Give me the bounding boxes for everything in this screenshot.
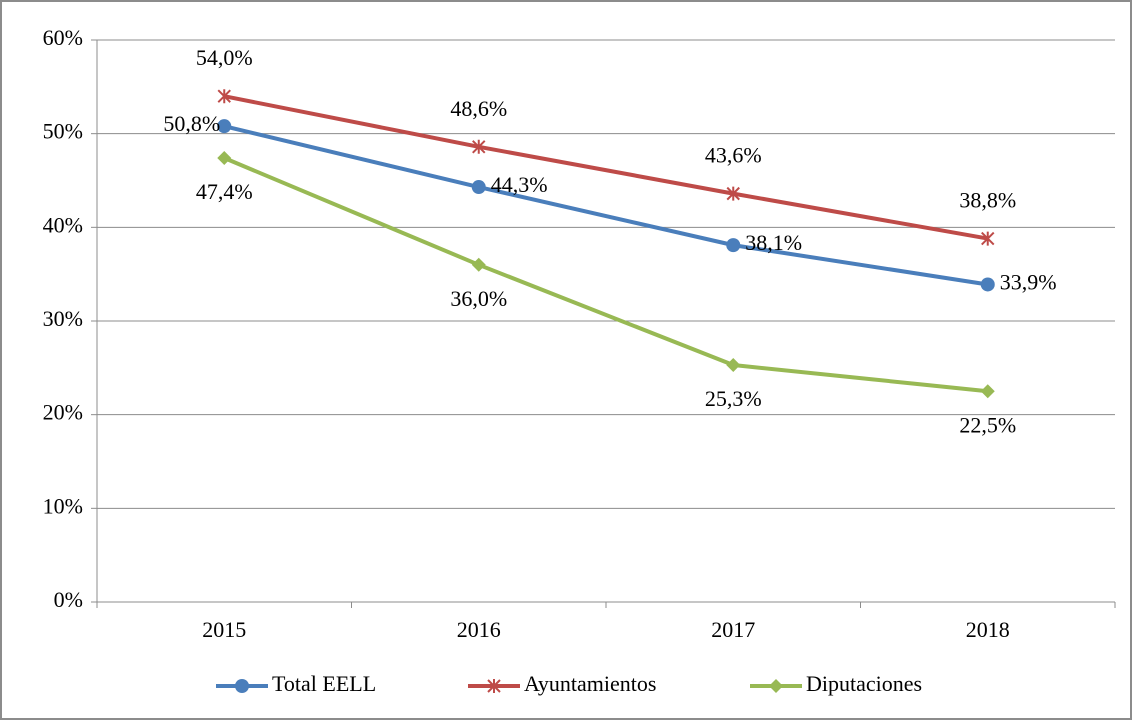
x-tick-label: 2017 [711,617,755,642]
series-line [223,156,988,394]
legend-label: Total EELL [272,671,376,696]
y-tick-label: 60% [43,25,83,50]
data-label: 38,1% [745,230,802,255]
series-line [223,124,989,287]
data-label: 50,8% [163,111,220,136]
data-point [726,358,741,373]
x-tick-label: 2018 [966,617,1010,642]
data-point [980,277,995,292]
legend-marker [769,679,783,693]
data-point [726,186,740,201]
data-label: 48,6% [450,96,507,121]
x-tick-label: 2015 [202,617,246,642]
x-tick-label: 2016 [457,617,501,642]
data-label: 36,0% [450,286,507,311]
legend-label: Ayuntamientos [524,671,656,696]
y-tick-label: 20% [43,400,83,425]
legend-marker [487,679,501,693]
data-point [471,257,486,272]
legend-marker [235,679,249,693]
data-label: 47,4% [196,179,253,204]
y-tick-label: 30% [43,306,83,331]
data-label: 44,3% [491,172,548,197]
data-point [471,180,486,195]
data-label: 38,8% [959,188,1016,213]
y-tick-label: 50% [43,119,83,144]
data-point [980,384,995,399]
data-point [472,139,486,154]
data-label: 25,3% [705,386,762,411]
data-label: 43,6% [705,143,762,168]
data-point [726,238,741,253]
data-label: 54,0% [196,45,253,70]
data-label: 22,5% [959,412,1016,437]
data-point [981,231,995,246]
data-label: 33,9% [1000,270,1057,295]
data-point [217,89,231,104]
data-point [217,151,232,166]
y-tick-label: 40% [43,212,83,237]
series-line [223,94,989,241]
y-tick-label: 0% [54,587,83,612]
data-point [217,119,232,134]
y-tick-label: 10% [43,493,83,518]
legend-label: Diputaciones [806,671,922,696]
